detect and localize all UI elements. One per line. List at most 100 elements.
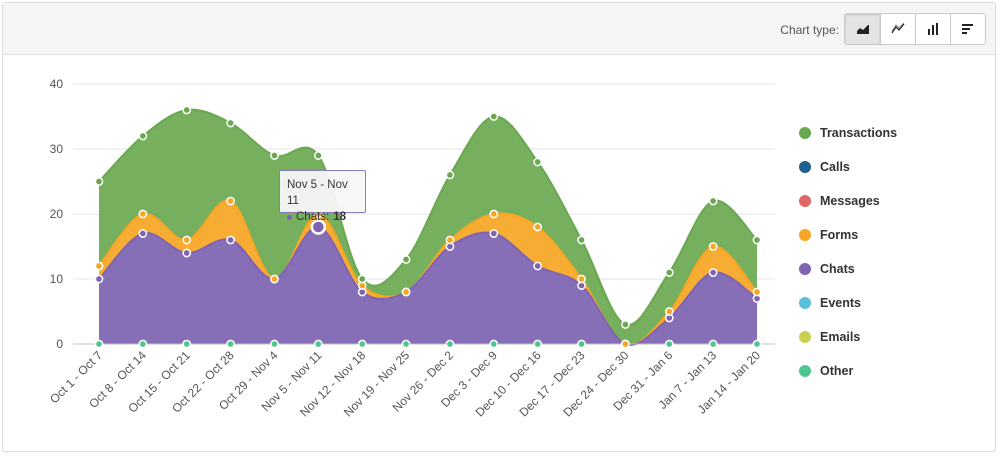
legend-label: Transactions bbox=[820, 126, 898, 140]
line-chart-button[interactable] bbox=[880, 14, 915, 44]
other-point bbox=[664, 339, 674, 349]
legend-label: Other bbox=[820, 364, 854, 378]
transactions-point bbox=[182, 105, 192, 115]
legend-swatch bbox=[799, 331, 811, 343]
chats-point bbox=[226, 235, 235, 245]
legend-label: Calls bbox=[820, 160, 850, 174]
forms-point bbox=[226, 196, 235, 206]
chart-type-label: Chart type: bbox=[780, 23, 839, 37]
other-point bbox=[401, 339, 411, 349]
transactions-point bbox=[752, 235, 762, 245]
forms-point bbox=[489, 209, 499, 219]
other-point bbox=[138, 339, 148, 349]
line-chart-icon bbox=[891, 23, 905, 34]
chats-point bbox=[94, 274, 104, 284]
forms-point bbox=[401, 287, 411, 297]
area-chart-button[interactable] bbox=[845, 14, 880, 44]
forms-point bbox=[94, 261, 104, 271]
transactions-point bbox=[445, 170, 455, 180]
chats-point bbox=[708, 268, 718, 277]
legend-swatch bbox=[799, 229, 811, 241]
chats-point bbox=[182, 248, 192, 258]
y-tick-label: 40 bbox=[50, 77, 64, 91]
transactions-point bbox=[94, 177, 104, 186]
y-tick-label: 30 bbox=[50, 142, 64, 156]
tooltip-value: 18 bbox=[333, 211, 347, 223]
transactions-line bbox=[98, 108, 758, 326]
hovered-point bbox=[310, 219, 327, 235]
forms-point bbox=[270, 274, 279, 284]
transactions-point bbox=[664, 268, 674, 277]
transactions-point bbox=[621, 320, 630, 329]
forms-point bbox=[708, 242, 718, 251]
forms-point bbox=[664, 307, 674, 316]
other-point bbox=[752, 339, 762, 349]
area-chart-icon bbox=[856, 25, 869, 34]
y-tick-label: 20 bbox=[50, 207, 64, 221]
transactions-point bbox=[577, 235, 586, 245]
other-point bbox=[577, 339, 586, 349]
other-point bbox=[357, 339, 367, 349]
legend-label: Events bbox=[820, 296, 861, 310]
forms-point bbox=[533, 222, 543, 232]
legend-item-transactions[interactable]: Transactions bbox=[799, 116, 897, 150]
chart-type-switcher bbox=[844, 13, 986, 45]
legend-item-emails[interactable]: Emails bbox=[799, 320, 897, 354]
legend-item-messages[interactable]: Messages bbox=[799, 184, 897, 218]
tooltip-title: Nov 5 - Nov 11 bbox=[287, 179, 348, 207]
legend-swatch bbox=[799, 263, 811, 275]
forms-point bbox=[752, 287, 762, 297]
tooltip-series-dot bbox=[287, 214, 292, 220]
legend-swatch bbox=[799, 161, 811, 173]
other-point bbox=[708, 339, 718, 349]
other-point bbox=[182, 339, 192, 349]
transactions-point bbox=[708, 196, 718, 206]
legend-label: Chats bbox=[820, 262, 855, 276]
chats-point bbox=[138, 229, 148, 238]
horizontal-bar-chart-button[interactable] bbox=[950, 14, 985, 44]
legend-item-forms[interactable]: Forms bbox=[799, 218, 897, 252]
chart-legend: Transactions Calls Messages Forms Chats Event… bbox=[799, 116, 897, 388]
other-point bbox=[313, 339, 323, 349]
other-point bbox=[445, 339, 455, 349]
transactions-point bbox=[313, 151, 323, 160]
transactions-point bbox=[489, 112, 499, 121]
other-point bbox=[533, 339, 543, 349]
other-point bbox=[489, 339, 499, 349]
chart-tooltip: Nov 5 - Nov 11 Chats:18 bbox=[279, 170, 366, 223]
chats-line bbox=[98, 226, 758, 346]
transactions-point bbox=[401, 255, 411, 264]
forms-point bbox=[577, 274, 586, 284]
other-point bbox=[270, 339, 279, 349]
other-point bbox=[226, 339, 235, 349]
transactions-point bbox=[226, 118, 235, 128]
transactions-point bbox=[138, 131, 148, 141]
transactions-point bbox=[533, 157, 543, 167]
legend-item-other[interactable]: Other bbox=[799, 354, 897, 388]
bar-chart-button[interactable] bbox=[915, 14, 950, 44]
legend-swatch bbox=[799, 127, 811, 139]
other-point bbox=[94, 339, 104, 349]
chats-point bbox=[533, 261, 543, 271]
legend-item-events[interactable]: Events bbox=[799, 286, 897, 320]
y-tick-label: 0 bbox=[56, 337, 63, 351]
chats-area bbox=[99, 226, 757, 345]
y-tick-label: 10 bbox=[50, 272, 64, 286]
legend-label: Forms bbox=[820, 228, 859, 242]
legend-swatch bbox=[799, 297, 811, 309]
transactions-point bbox=[357, 274, 367, 284]
bar-chart-icon bbox=[928, 23, 938, 35]
forms-point bbox=[138, 209, 148, 219]
legend-item-calls[interactable]: Calls bbox=[799, 150, 897, 184]
tooltip-series-name: Chats bbox=[296, 211, 327, 223]
legend-label: Emails bbox=[820, 330, 861, 344]
legend-item-chats[interactable]: Chats bbox=[799, 252, 897, 286]
legend-label: Messages bbox=[820, 194, 880, 208]
legend-swatch bbox=[799, 195, 811, 207]
chats-point bbox=[489, 229, 499, 238]
transactions-point bbox=[270, 151, 279, 160]
chart-toolbar: Chart type: bbox=[3, 3, 995, 55]
transactions-area bbox=[99, 109, 757, 345]
